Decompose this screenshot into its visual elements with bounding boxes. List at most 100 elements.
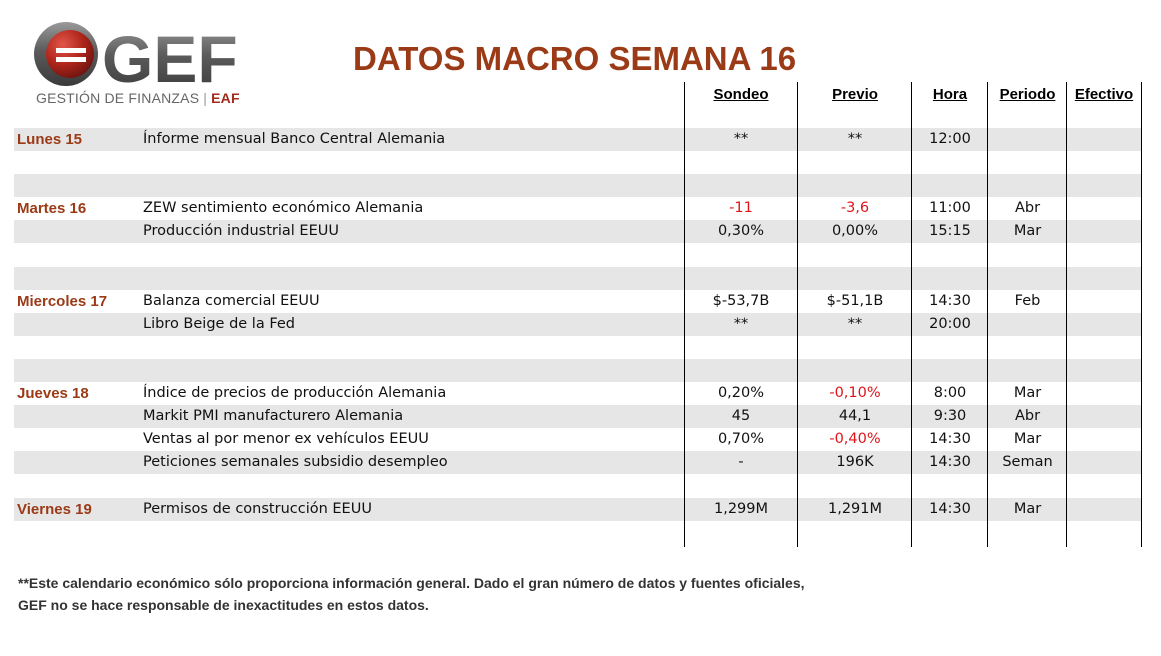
table-row: Producción industrial EEUU 0,30% 0,00% 15:1…	[14, 220, 1141, 243]
cell-hora: 20:00	[929, 316, 971, 332]
cell-hora	[912, 151, 988, 174]
table-row	[14, 174, 1141, 197]
cell-periodo: Mar	[1013, 385, 1042, 401]
cell-previo: **	[847, 131, 863, 147]
row-event: Ventas al por menor ex vehículos EEUU	[143, 431, 429, 447]
column-divider	[987, 82, 988, 547]
disclaimer-footnote: **Este calendario económico sólo proporc…	[18, 572, 805, 616]
cell-previo: 196K	[836, 454, 874, 470]
row-day: Jueves 18	[17, 385, 89, 402]
cell-sondeo	[684, 267, 798, 290]
cell-hora: 14:30	[929, 454, 971, 470]
logo-suffix: EAF	[211, 90, 240, 106]
footnote-line-2: GEF no se hace responsable de inexactitu…	[18, 597, 429, 613]
column-divider	[684, 82, 685, 547]
cell-hora	[912, 521, 988, 544]
table-row: Jueves 18 Índice de precios de producción…	[14, 382, 1141, 405]
cell-hora: 9:30	[933, 408, 967, 424]
column-divider	[797, 82, 798, 547]
table-row: Markit PMI manufacturero Alemania 45 44,1 9…	[14, 405, 1141, 428]
cell-sondeo: $-53,7B	[712, 293, 770, 309]
cell-periodo: Abr	[1014, 200, 1041, 216]
cell-previo	[798, 267, 912, 290]
cell-sondeo	[684, 336, 798, 359]
cell-periodo	[988, 359, 1067, 382]
cell-efectivo	[1067, 405, 1141, 428]
row-event: ZEW sentimiento económico Alemania	[143, 200, 424, 216]
cell-previo: **	[847, 316, 863, 332]
cell-sondeo: 0,30%	[717, 223, 765, 239]
cell-periodo	[988, 174, 1067, 197]
cell-efectivo	[1067, 475, 1141, 498]
row-event: Ínforme mensual Banco Central Alemania	[143, 131, 446, 147]
cell-sondeo: -11	[729, 200, 753, 216]
row-event: Markit PMI manufacturero Alemania	[143, 408, 404, 424]
cell-previo	[798, 174, 912, 197]
cell-hora	[912, 359, 988, 382]
row-day: Miercoles 17	[17, 293, 108, 310]
table-row: Viernes 19 Permisos de construcción EEUU 1…	[14, 498, 1141, 521]
row-day: Viernes 19	[17, 501, 92, 518]
cell-previo	[798, 359, 912, 382]
row-event: Peticiones semanales subsidio desempleo	[143, 454, 448, 470]
table-row: Lunes 15 Ínforme mensual Banco Central Al…	[14, 128, 1141, 151]
cell-sondeo	[684, 521, 798, 544]
cell-periodo	[988, 244, 1067, 267]
cell-previo: 44,1	[838, 408, 872, 424]
gef-logo: GEF	[34, 22, 238, 96]
cell-sondeo	[684, 244, 798, 267]
cell-previo	[798, 475, 912, 498]
cell-previo: -0,40%	[829, 431, 881, 447]
cell-periodo	[988, 521, 1067, 544]
cell-previo: $-51,1B	[826, 293, 884, 309]
cell-periodo	[988, 336, 1067, 359]
cell-periodo: Feb	[1014, 293, 1041, 309]
row-day: Lunes 15	[17, 131, 83, 148]
column-header-efectivo: Efectivo	[1074, 86, 1134, 103]
cell-efectivo	[1067, 521, 1141, 544]
cell-sondeo: 0,20%	[717, 385, 765, 401]
column-divider	[911, 82, 912, 547]
cell-hora: 14:30	[929, 431, 971, 447]
column-header-previo: Previo	[832, 86, 878, 103]
table-row	[14, 151, 1141, 174]
cell-efectivo	[1067, 498, 1141, 521]
cell-previo: 0,00%	[831, 223, 879, 239]
cell-previo: 1,291M	[827, 501, 883, 517]
cell-efectivo	[1067, 267, 1141, 290]
cell-periodo	[988, 151, 1067, 174]
cell-hora	[912, 244, 988, 267]
cell-efectivo	[1067, 313, 1141, 336]
cell-periodo	[988, 267, 1067, 290]
page-title: DATOS MACRO SEMANA 16	[353, 40, 797, 77]
cell-efectivo	[1067, 336, 1141, 359]
cell-hora	[912, 174, 988, 197]
row-event: Permisos de construcción EEUU	[143, 501, 372, 517]
table-row	[14, 336, 1141, 359]
table-row: Peticiones semanales subsidio desempleo -…	[14, 451, 1141, 474]
table-row	[14, 359, 1141, 382]
cell-previo	[798, 151, 912, 174]
cell-efectivo	[1067, 451, 1141, 474]
cell-periodo: Mar	[1013, 501, 1042, 517]
logo-subtitle: GESTIÓN DE FINANZAS | EAF	[36, 90, 240, 106]
cell-efectivo	[1067, 382, 1141, 405]
cell-previo: -0,10%	[829, 385, 881, 401]
table-row	[14, 475, 1141, 498]
logo-subtitle-text: GESTIÓN DE FINANZAS	[36, 90, 200, 106]
cell-sondeo: 0,70%	[717, 431, 765, 447]
table-row	[14, 521, 1141, 544]
cell-hora	[912, 267, 988, 290]
row-event: Índice de precios de producción Alemania	[143, 385, 447, 401]
cell-previo	[798, 521, 912, 544]
cell-efectivo	[1067, 359, 1141, 382]
column-divider	[1141, 82, 1142, 547]
cell-sondeo	[684, 359, 798, 382]
cell-efectivo	[1067, 244, 1141, 267]
cell-sondeo: 45	[731, 408, 751, 424]
cell-previo: -3,6	[840, 200, 870, 216]
row-day: Martes 16	[17, 200, 87, 217]
footnote-line-1: **Este calendario económico sólo proporc…	[18, 575, 805, 591]
cell-efectivo	[1067, 174, 1141, 197]
cell-efectivo	[1067, 197, 1141, 220]
